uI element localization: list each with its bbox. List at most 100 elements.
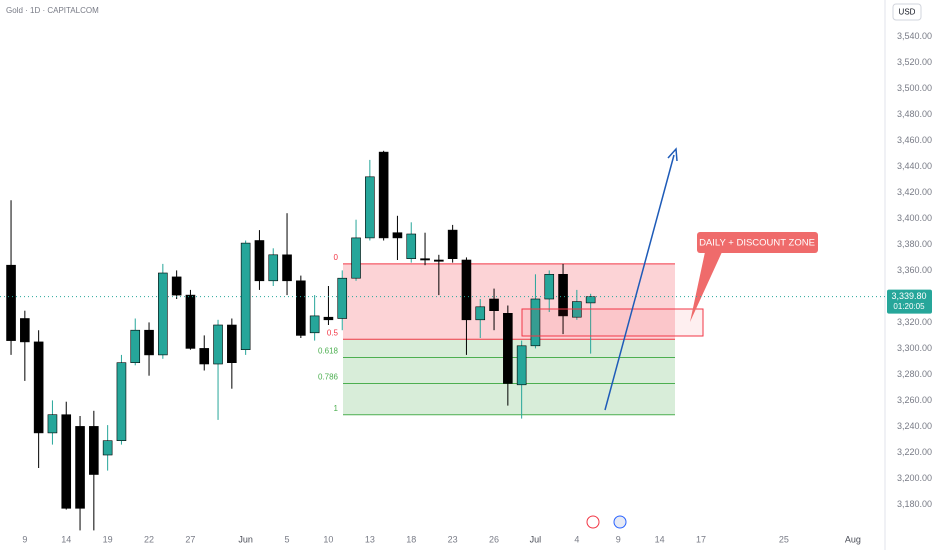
arrow [604, 154, 675, 411]
x-tick-label: 17 [696, 534, 706, 544]
y-tick-label: 3,400.00 [897, 213, 932, 223]
callout-pointer [690, 252, 722, 322]
y-tick-label: 3,500.00 [897, 83, 932, 93]
candle-body [447, 229, 458, 260]
candle-body [75, 426, 85, 509]
y-tick-label: 3,480.00 [897, 109, 932, 119]
fib-label: 0.786 [318, 373, 339, 382]
candle-body [530, 298, 541, 347]
candle-body [351, 237, 361, 279]
candle-body [296, 280, 306, 336]
x-tick-label: 14 [61, 534, 71, 544]
y-tick-label: 3,220.00 [897, 447, 932, 457]
symbol-title: Gold · 1D · CAPITALCOM [6, 6, 99, 15]
candle-body [489, 298, 499, 311]
x-tick-label: 26 [489, 534, 499, 544]
x-tick-label: 13 [365, 534, 375, 544]
x-tick-label: 18 [406, 534, 416, 544]
fib-label: 0.5 [327, 328, 339, 337]
candle-body [6, 264, 16, 341]
x-tick-label: Aug [845, 534, 861, 544]
x-tick-label: 4 [574, 534, 579, 544]
last-price-label: 3,339.80 [891, 291, 926, 301]
currency-label[interactable]: USD [899, 8, 916, 17]
candle-body [323, 316, 334, 321]
candle-body [240, 242, 251, 351]
fib-label: 1 [334, 404, 339, 413]
candle-body [365, 176, 375, 239]
x-tick-label: 9 [616, 534, 621, 544]
candle-body [199, 348, 210, 365]
candle-body [475, 306, 486, 321]
x-tick-label: 27 [185, 534, 195, 544]
candle-body [544, 273, 555, 300]
candle-body [47, 414, 58, 434]
event-icon[interactable] [613, 515, 627, 529]
y-tick-label: 3,300.00 [897, 343, 932, 353]
candle-body [185, 294, 196, 349]
candles [6, 150, 596, 531]
candle-body [516, 345, 527, 386]
event-icon[interactable] [586, 515, 600, 529]
y-tick-label: 3,520.00 [897, 57, 932, 67]
candle-body [227, 324, 237, 364]
candle-body [378, 151, 389, 239]
candle-body [461, 259, 472, 321]
x-tick-label: 14 [655, 534, 665, 544]
candle-body [268, 254, 279, 282]
currency-button[interactable] [892, 3, 922, 21]
y-tick-label: 3,280.00 [897, 369, 932, 379]
candle-body [420, 258, 430, 261]
candle-body [102, 440, 113, 456]
fib-label: 0 [334, 253, 339, 262]
candle-body [282, 254, 292, 282]
candle-body [20, 318, 30, 343]
x-tick-label: Jun [238, 534, 253, 544]
countdown: 01:20:05 [893, 302, 925, 311]
candle-body [158, 272, 168, 356]
x-tick-label: 23 [448, 534, 458, 544]
candle-body [33, 341, 44, 434]
y-tick-label: 3,380.00 [897, 239, 932, 249]
candle-body [254, 240, 265, 282]
y-tick-label: 3,360.00 [897, 265, 932, 275]
candle-body [171, 276, 182, 296]
x-tick-label: 10 [323, 534, 333, 544]
highlight-box [521, 308, 704, 337]
arrow-head [667, 147, 678, 162]
y-tick-label: 3,440.00 [897, 161, 932, 171]
candle-body [337, 277, 348, 319]
candle-body [392, 232, 403, 239]
y-tick-label: 3,420.00 [897, 187, 932, 197]
x-tick-label: Jul [530, 534, 542, 544]
x-tick-label: 9 [22, 534, 27, 544]
candle-body [406, 233, 417, 260]
y-tick-label: 3,180.00 [897, 499, 932, 509]
candle-body [89, 426, 99, 475]
x-tick-label: 22 [144, 534, 154, 544]
candle-body [434, 259, 444, 262]
y-tick-label: 3,320.00 [897, 317, 932, 327]
callout-box [697, 232, 818, 253]
candle-body [213, 324, 223, 365]
candle-body [585, 296, 596, 304]
y-tick-label: 3,540.00 [897, 31, 932, 41]
candle-body [61, 414, 72, 509]
last-price-box [887, 289, 932, 314]
fib-label: 0.618 [318, 347, 339, 356]
x-tick-label: 25 [779, 534, 789, 544]
y-tick-label: 3,200.00 [897, 473, 932, 483]
candle-body [116, 362, 127, 442]
x-tick-label: 5 [285, 534, 290, 544]
candle-body [558, 273, 568, 317]
x-tick-label: 19 [103, 534, 113, 544]
y-tick-label: 3,460.00 [897, 135, 932, 145]
y-tick-label: 3,240.00 [897, 421, 932, 431]
candle-body [309, 315, 320, 334]
y-tick-label: 3,260.00 [897, 395, 932, 405]
candle-body [144, 329, 154, 356]
callout-text: DAILY + DISCOUNT ZONE [699, 238, 815, 249]
candle-body [130, 329, 141, 364]
